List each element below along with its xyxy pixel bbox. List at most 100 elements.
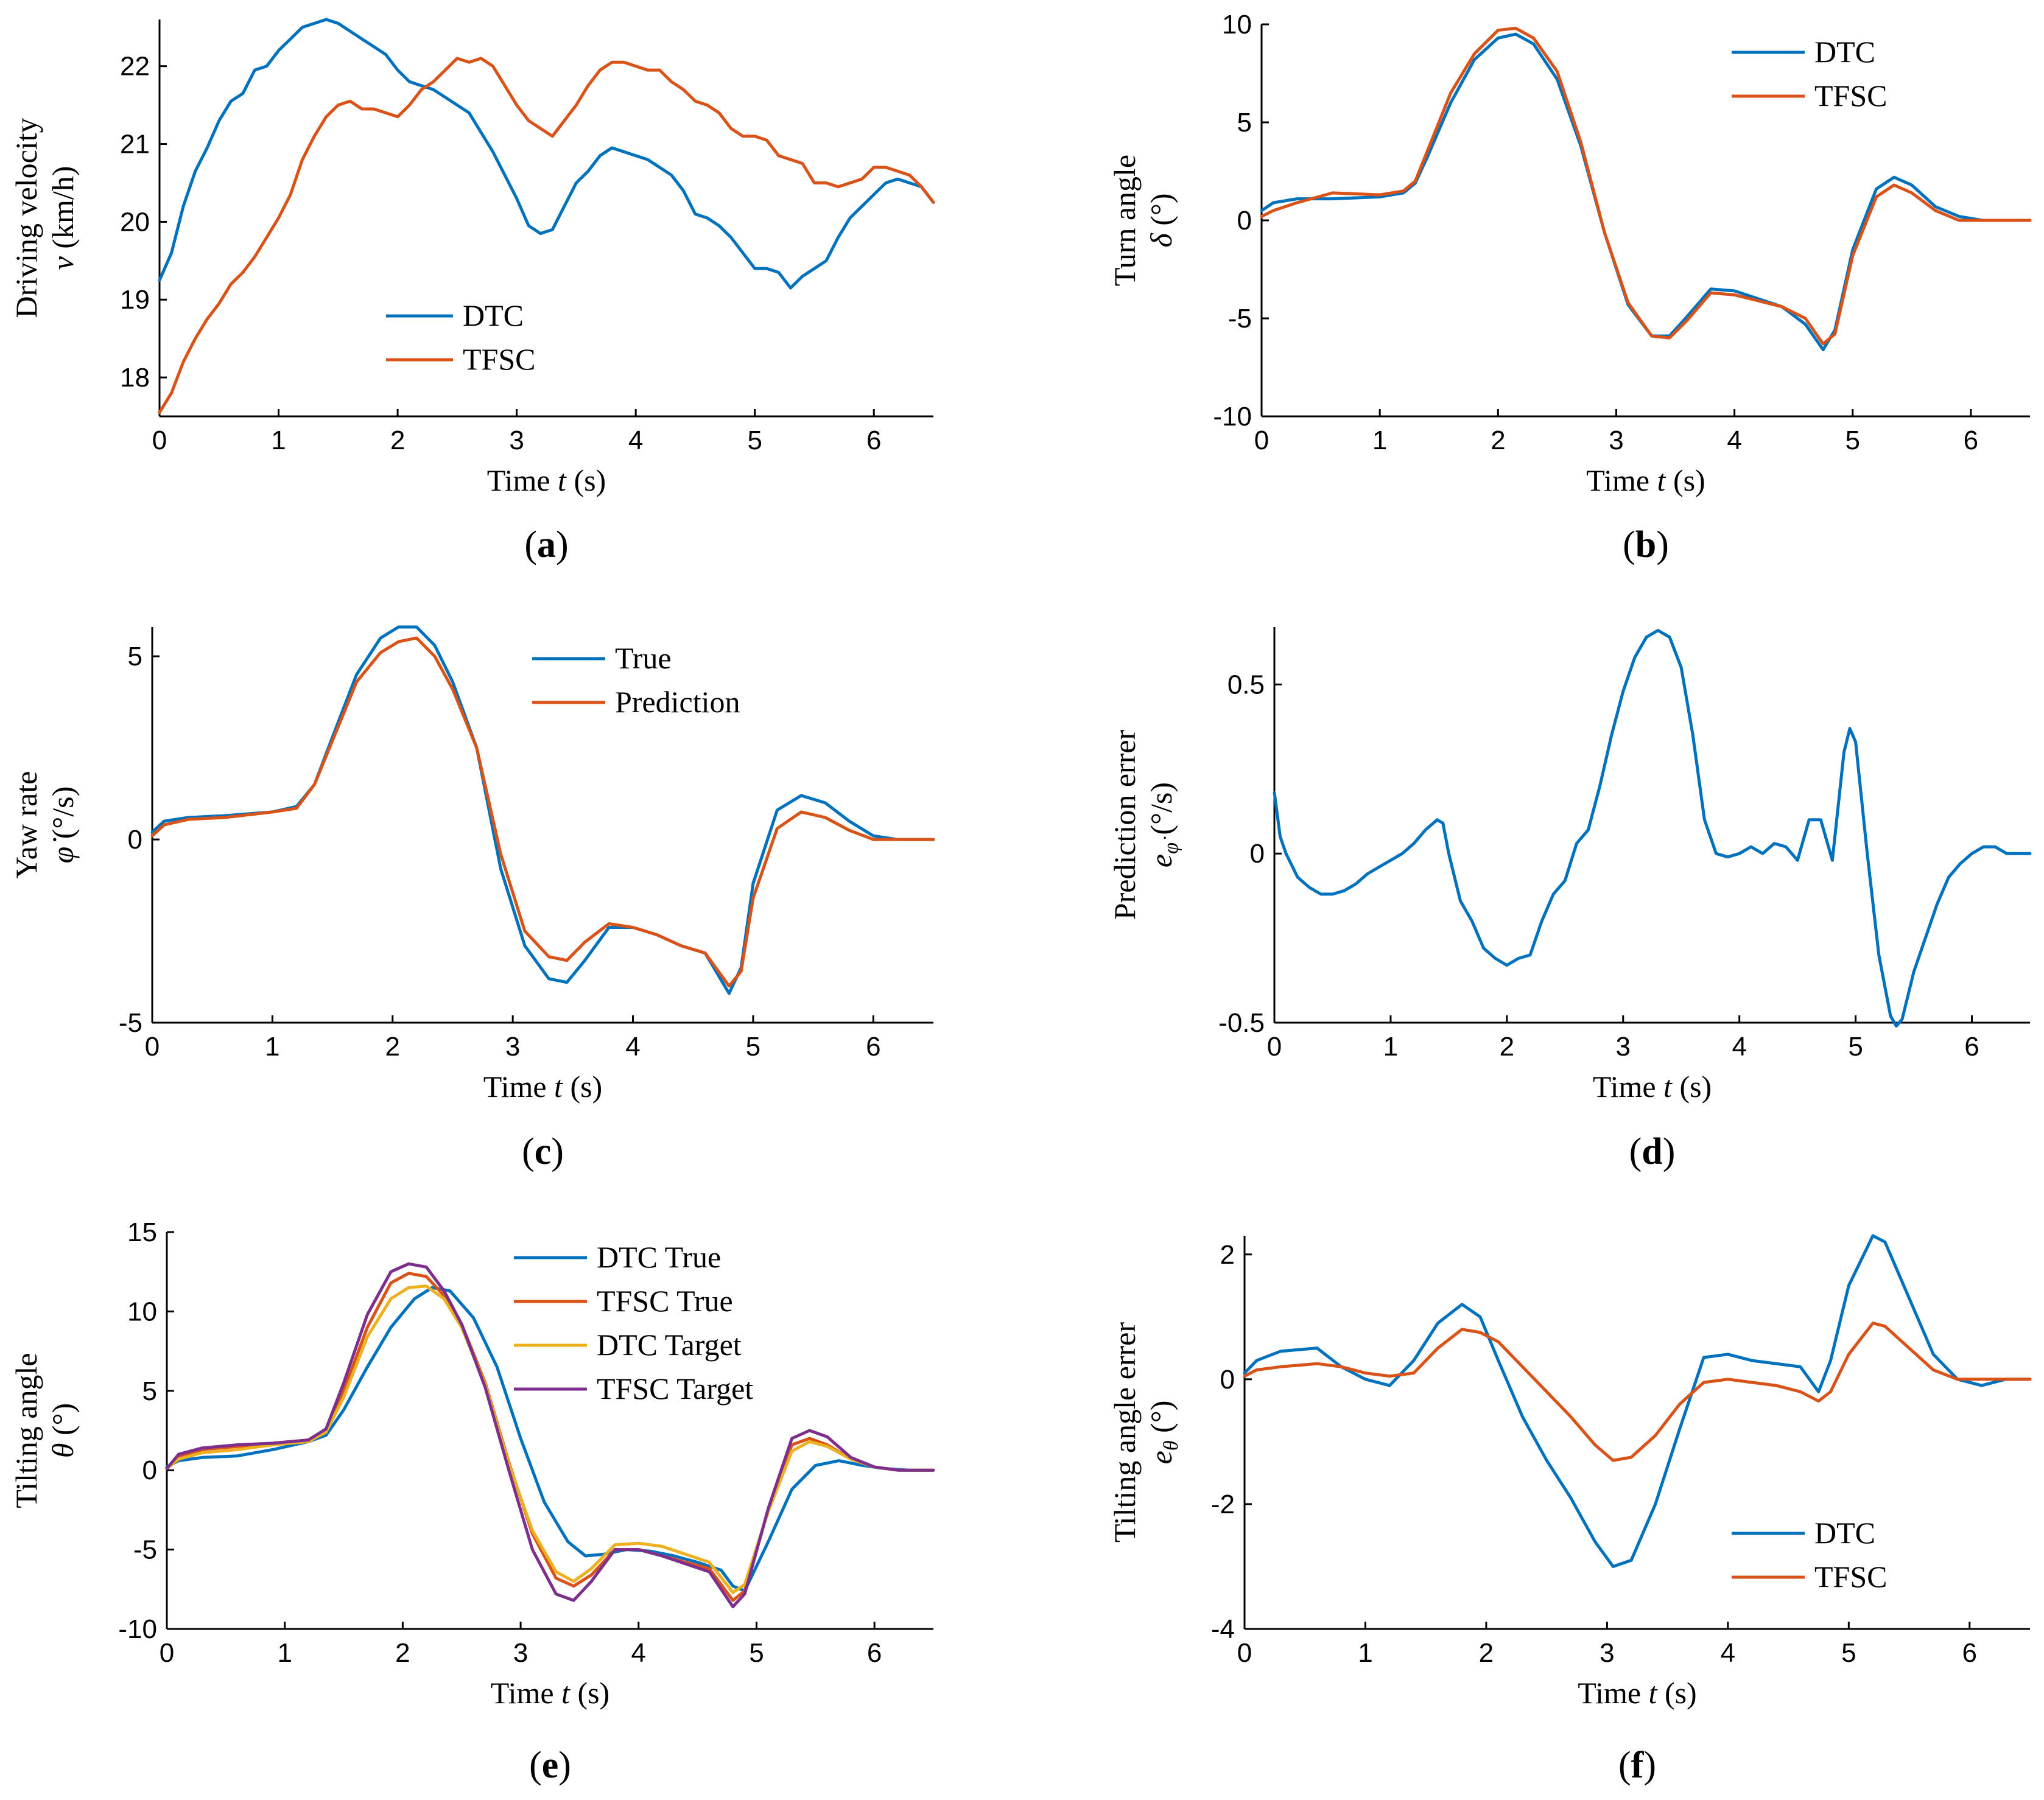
y-label-unit: (°/s) (1144, 782, 1178, 842)
y-tick-label: 0 (1220, 1365, 1235, 1395)
legend-label: TFSC (1814, 79, 1888, 113)
x-tick-label: 5 (1846, 425, 1860, 455)
y-tick-label: 0.5 (1227, 670, 1265, 699)
caption-open-paren: ( (1618, 1745, 1631, 1786)
panel-caption: (f) (1618, 1745, 1656, 1786)
x-label-text: Time (1586, 463, 1657, 497)
x-tick-label: 4 (625, 1032, 640, 1062)
caption-close-paren: ) (1643, 1745, 1656, 1786)
legend-label: DTC (1814, 35, 1875, 69)
y-axis-label: Tilting angle θ (°) (9, 1353, 80, 1508)
panel-b: 0 1 2 3 4 5 6 -10 -5 0 5 10 Time t (s) Turn angle δ (°… (1108, 10, 2032, 566)
y-tick-label: 5 (1237, 108, 1252, 138)
x-label-unit: (s) (570, 1676, 609, 1710)
x-tick-label: 4 (1727, 425, 1741, 455)
x-label-text: Time (1593, 1070, 1663, 1104)
series-line-prediction (150, 636, 935, 988)
panel-a: 0 1 2 3 4 5 6 18 19 20 21 22 Time t (s) Driving veloc… (9, 18, 935, 566)
y-tick-label: -0.5 (1218, 1008, 1265, 1038)
caption-close-paren: ) (1656, 524, 1669, 566)
caption-close-paren: ) (556, 524, 569, 566)
x-label-text: Time (1578, 1676, 1648, 1710)
x-tick-label: 0 (160, 1638, 174, 1668)
x-tick-label: 2 (1491, 425, 1505, 455)
x-axis-label: Time t (s) (491, 1676, 609, 1710)
x-tick-label: 1 (1372, 425, 1387, 455)
series-line-true (150, 625, 935, 995)
x-axis-label: Time t (s) (1578, 1676, 1696, 1710)
x-tick-label: 5 (1841, 1638, 1856, 1668)
series-line-tfsc-true (165, 1272, 935, 1602)
y-tick-label: 0 (1250, 839, 1265, 869)
legend: DTC TFSC (386, 298, 536, 376)
y-tick-label: 0 (142, 1455, 157, 1485)
y-label-line2: v (km/h) (46, 166, 80, 270)
x-label-symbol: t (1649, 1676, 1658, 1710)
x-tick-label: 1 (277, 1638, 292, 1668)
x-tick-label: 0 (145, 1032, 160, 1062)
caption-close-paren: ) (551, 1131, 564, 1172)
legend-label: TFSC (463, 342, 536, 376)
y-tick-label: -4 (1211, 1614, 1235, 1644)
series-line-dtc-true (165, 1286, 935, 1592)
series-line-error (1273, 629, 2032, 1028)
series-line-dtc-target (165, 1284, 935, 1594)
x-tick-label: 3 (513, 1638, 528, 1668)
y-label-unit: (°) (46, 1403, 80, 1443)
x-tick-label: 4 (1721, 1638, 1735, 1668)
y-axis-label: Turn angle δ (°) (1108, 155, 1178, 286)
legend: DTC True TFSC True DTC Target TFSC Target (514, 1240, 753, 1406)
x-tick-label: 3 (1600, 1638, 1614, 1668)
y-axis-label: Driving velocity v (km/h) (9, 117, 80, 318)
x-tick-label: 1 (1383, 1032, 1398, 1062)
y-tick-label: -10 (118, 1614, 157, 1644)
y-label-line1: Yaw rate (9, 771, 43, 879)
x-label-symbol: t (558, 463, 567, 497)
caption-open-paren: ( (524, 524, 537, 566)
x-tick-label: 5 (1848, 1032, 1863, 1062)
x-axis-label: Time t (s) (1586, 463, 1705, 497)
y-axis-label: Tilting angle errer eθ (°) (1108, 1322, 1182, 1543)
x-tick-label: 2 (1479, 1638, 1494, 1668)
y-tick-label: 19 (120, 285, 150, 315)
x-axis-label: Time t (s) (483, 1070, 602, 1104)
x-tick-label: 6 (1962, 1638, 1977, 1668)
caption-open-paren: ( (522, 1131, 535, 1172)
y-tick-label: 0 (1237, 206, 1252, 236)
x-label-text: Time (491, 1676, 561, 1710)
x-tick-label: 6 (1964, 425, 1978, 455)
y-tick-label: 22 (120, 52, 150, 82)
x-tick-label: 0 (1267, 1032, 1282, 1062)
y-label-symbol: θ (46, 1443, 80, 1459)
panel-e: 0 1 2 3 4 5 6 -10 -5 0 5 10 15 Time t (s) Tilting angl… (9, 1217, 935, 1786)
legend-label: TFSC True (597, 1284, 733, 1318)
x-tick-label: 0 (1254, 425, 1269, 455)
x-label-symbol: t (1663, 1070, 1673, 1104)
x-tick-label: 4 (1732, 1032, 1746, 1062)
series-line-tfsc (1260, 26, 2032, 346)
y-label-line2: eθ (°) (1144, 1401, 1182, 1465)
x-tick-label: 4 (631, 1638, 646, 1668)
x-tick-label: 6 (866, 425, 881, 455)
x-tick-label: 2 (1500, 1032, 1514, 1062)
y-tick-label: 5 (128, 642, 142, 671)
panel-caption: (d) (1629, 1131, 1676, 1172)
series-line-dtc (1260, 32, 2032, 351)
legend-label: TFSC (1814, 1560, 1888, 1594)
panel-caption: (a) (524, 524, 568, 566)
x-tick-label: 5 (749, 1638, 764, 1668)
y-label-subscript: θ (1160, 1440, 1182, 1451)
y-label-line2: φ̇ (°/s) (46, 786, 80, 864)
y-tick-label: 10 (1222, 10, 1252, 40)
y-tick-label: 21 (120, 130, 150, 159)
y-label-unit: (°) (1144, 1401, 1178, 1441)
x-tick-label: 2 (385, 1032, 400, 1062)
y-label-unit: (°) (1144, 193, 1178, 233)
x-label-text: Time (487, 463, 558, 497)
x-tick-label: 2 (395, 1638, 410, 1668)
legend-label: True (615, 641, 672, 675)
x-tick-label: 3 (1609, 425, 1623, 455)
y-tick-label: 0 (128, 825, 142, 855)
legend: DTC TFSC (1732, 1516, 1888, 1594)
x-tick-label: 0 (1237, 1638, 1252, 1668)
